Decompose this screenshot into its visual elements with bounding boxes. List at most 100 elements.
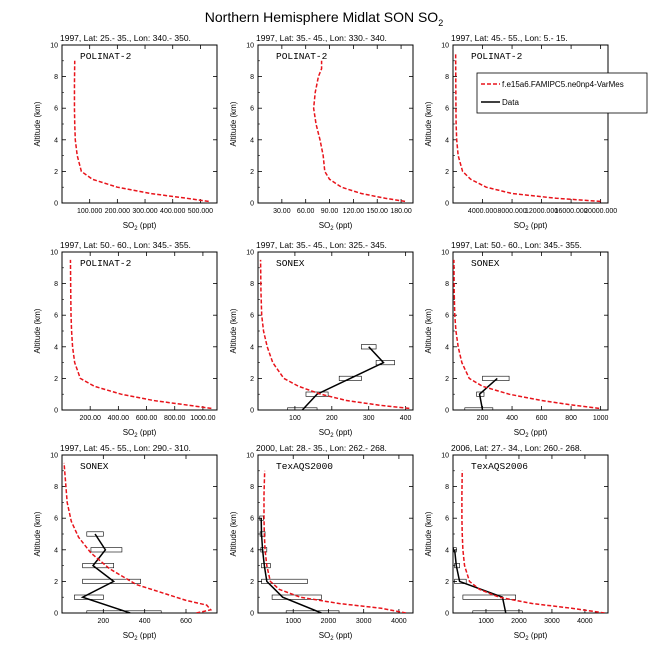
x-tick-label: 2000 [511,618,527,625]
y-tick-label: 4 [54,344,58,351]
legend-box [476,72,648,114]
x-tick-label: 200 [97,618,109,625]
x-tick-label: 1000 [593,415,609,422]
x-tick-label: 20000.000 [584,208,617,215]
plot-area [453,259,600,410]
y-tick-label: 10 [50,250,58,257]
x-axis-label: SO2 (ppt) [514,221,548,232]
data-range-box [338,375,362,381]
y-tick-label: 2 [54,169,58,176]
plot-area [73,60,209,203]
y-tick-label: 10 [441,43,449,50]
y-tick-label: 2 [445,169,449,176]
y-tick-label: 10 [246,250,254,257]
plot-frame [452,251,609,411]
panel-title: 1997, Lat: 35.- 45., Lon: 325.- 345. [256,240,387,250]
y-tick-label: 8 [250,484,254,491]
x-tick-label: 3000 [544,618,560,625]
campaign-label: POLINAT-2 [80,51,132,62]
y-axis-label: Altitude (km) [424,511,433,556]
plot-frame [61,251,218,411]
y-tick-label: 0 [250,408,254,415]
campaign-label: POLINAT-2 [471,51,523,62]
y-tick-label: 0 [54,201,58,208]
model-line [312,60,406,203]
y-tick-label: 2 [250,579,254,586]
x-tick-label: 150.00 [367,208,389,215]
y-axis-label: Altitude (km) [33,308,42,353]
x-tick-label: 100.000 [77,208,102,215]
data-line [453,549,507,613]
panel-3: 1997, Lat: 45.- 55., Lon: 5.- 15. 0 2 4 6 8 10… [424,33,617,232]
y-tick-label: 2 [445,579,449,586]
panel-title: 1997, Lat: 35.- 45., Lon: 330.- 340. [256,33,387,43]
data-range-box [472,610,523,613]
y-tick-label: 4 [250,137,254,144]
data-range-box [375,360,395,366]
x-tick-label: 30.00 [273,208,291,215]
y-tick-label: 6 [445,106,449,113]
campaign-label: TexAQS2006 [471,461,528,472]
y-tick-label: 6 [54,313,58,320]
y-tick-label: 8 [445,281,449,288]
model-line [69,259,212,410]
model-line [453,259,600,410]
y-tick-label: 6 [445,313,449,320]
y-tick-label: 8 [54,484,58,491]
y-tick-label: 6 [250,106,254,113]
plot-frame [61,44,218,204]
y-tick-label: 0 [54,611,58,618]
x-axis-label: SO2 (ppt) [123,221,157,232]
y-tick-label: 0 [250,611,254,618]
panel-9: 2006, Lat: 27.- 34., Lon: 260.- 268. 0 2 4 6… [424,443,609,642]
y-tick-label: 2 [250,376,254,383]
model-line [73,60,209,203]
y-tick-label: 4 [250,344,254,351]
x-tick-label: 16000.000 [555,208,588,215]
x-tick-label: 300.000 [132,208,157,215]
panel-7: 1997, Lat: 45.- 55., Lon: 290.- 310. 0 2 4 6… [33,443,218,642]
plot-frame [452,454,609,614]
y-axis-label: Altitude (km) [33,101,42,146]
data-range-box [464,407,494,410]
campaign-label: SONEX [276,258,305,269]
x-tick-label: 120.00 [343,208,365,215]
campaign-label: SONEX [471,258,500,269]
y-axis-label: Altitude (km) [229,511,238,556]
y-tick-label: 8 [445,74,449,81]
y-tick-label: 10 [246,43,254,50]
data-range-box [86,531,104,537]
data-range-box [82,563,114,569]
plot-area [312,60,406,203]
data-range-box [305,391,329,397]
legend: f.e15a6.FAMIPC5.ne0np4-VarMes Data [476,72,648,114]
data-range-box [261,578,308,584]
y-tick-label: 10 [50,43,58,50]
y-tick-label: 2 [54,579,58,586]
page-title-subscript: 2 [438,18,443,28]
panel-title: 2000, Lat: 28.- 35., Lon: 262.- 268. [256,443,387,453]
x-tick-label: 800 [565,415,577,422]
panel-title: 1997, Lat: 25.- 35., Lon: 340.- 350. [60,33,191,43]
model-line [259,259,410,410]
data-range-box [260,547,268,553]
panel-title: 1997, Lat: 50.- 60., Lon: 345.- 355. [451,240,582,250]
campaign-label: POLINAT-2 [276,51,328,62]
x-tick-label: 200 [477,415,489,422]
data-range-box [361,344,377,350]
x-tick-label: 600 [180,618,192,625]
x-tick-label: 200.00 [79,415,101,422]
plot-area [259,259,410,410]
x-tick-label: 400 [400,415,412,422]
plot-area [259,470,407,613]
data-range-box [454,578,467,584]
x-tick-label: 8000.000 [497,208,526,215]
y-tick-label: 6 [54,516,58,523]
y-tick-label: 6 [445,516,449,523]
model-line [63,462,213,613]
plot-area [69,259,212,410]
panel-title: 2006, Lat: 27.- 34., Lon: 260.- 268. [451,443,582,453]
y-tick-label: 4 [445,547,449,554]
data-line [301,346,385,410]
x-tick-label: 600.00 [136,415,158,422]
